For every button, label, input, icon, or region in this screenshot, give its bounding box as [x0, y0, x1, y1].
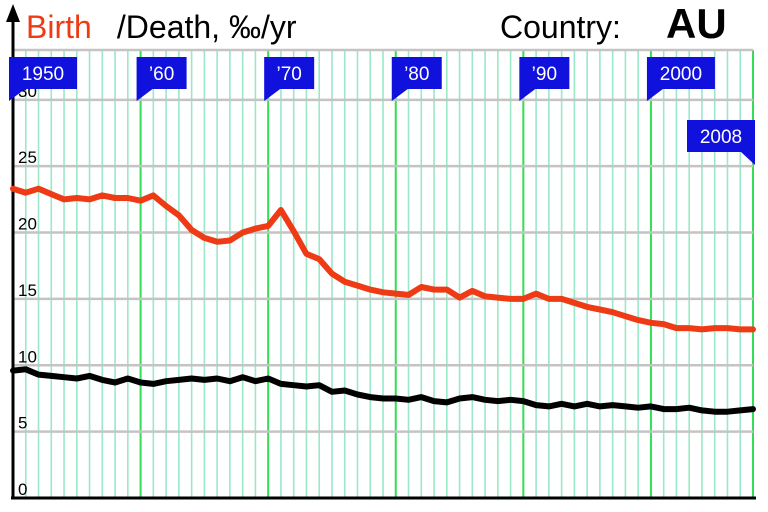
year-flag: ’60	[136, 57, 187, 101]
flag-label: ’70	[276, 64, 301, 85]
flag-label: 1950	[22, 64, 64, 85]
title-birth: Birth	[26, 9, 92, 45]
flag-label: ’80	[404, 64, 429, 85]
year-flag: ’90	[519, 57, 570, 101]
year-flag: ’70	[264, 57, 315, 101]
flag-shape	[391, 57, 442, 101]
y-tick-label: 15	[18, 281, 37, 300]
chart-title: Birth /Death, ‰/yr Country: AU	[26, 0, 727, 47]
flag-shape	[646, 57, 715, 101]
year-flag: 2000	[646, 57, 715, 101]
flag-shape	[687, 120, 755, 165]
series-line-death	[10, 366, 756, 415]
flag-label: 2008	[700, 127, 742, 148]
flag-shape	[264, 57, 315, 101]
axes	[6, 4, 756, 500]
title-rest: /Death, ‰/yr	[108, 9, 297, 45]
flag-shape	[136, 57, 187, 101]
series-line-birth	[10, 185, 756, 333]
decade-flags: 1950 ’60 ’70 ’80 ’90 2000 2008	[9, 57, 755, 165]
flag-label: ’90	[532, 64, 557, 85]
y-tick-label: 25	[18, 148, 37, 167]
flag-shape	[9, 57, 77, 101]
grid	[12, 48, 754, 498]
series	[10, 185, 756, 415]
y-tick-label: 5	[18, 414, 27, 433]
country-code: AU	[666, 0, 727, 47]
y-axis-arrow-icon	[6, 4, 20, 22]
y-tick-label: 20	[18, 215, 37, 234]
year-flag: 1950	[9, 57, 77, 101]
flag-label: ’60	[149, 64, 174, 85]
flag-shape	[519, 57, 570, 101]
y-tick-label: 0	[18, 480, 27, 499]
flag-label: 2000	[660, 64, 702, 85]
y-tick-label: 10	[18, 347, 37, 366]
year-flag: ’80	[391, 57, 442, 101]
year-flag: 2008	[687, 120, 755, 165]
country-label: Country:	[500, 9, 621, 45]
